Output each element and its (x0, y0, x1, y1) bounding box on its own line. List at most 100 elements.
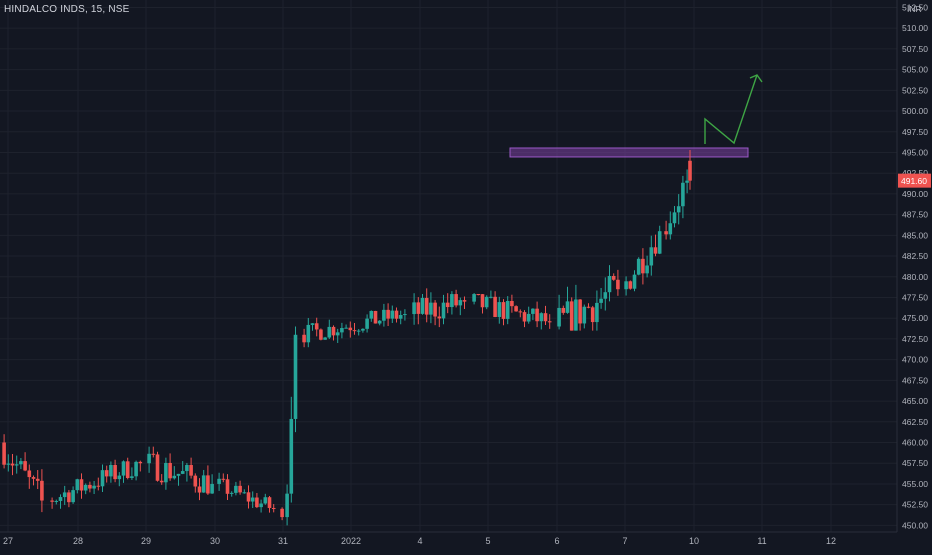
price-tick-label: 512.50 (902, 2, 928, 12)
price-tick-label: 492.50 (902, 168, 928, 178)
candle-body (221, 478, 226, 480)
candle-body (657, 231, 662, 254)
candle-body (14, 464, 19, 466)
candle-body (668, 223, 673, 235)
candle-body (356, 330, 361, 332)
candle-body (632, 274, 637, 289)
candle-body (429, 302, 433, 315)
candle-body (2, 442, 6, 465)
last-price-tag (898, 173, 931, 188)
candle-body (569, 301, 574, 331)
projection-path[interactable] (704, 74, 758, 145)
candle-body (649, 247, 654, 266)
candle-body (624, 281, 628, 290)
price-tick-label: 505.00 (902, 65, 928, 75)
candle-body (121, 461, 126, 476)
candle-body (365, 318, 369, 329)
candle-body (302, 334, 306, 343)
candle-body (79, 479, 84, 491)
price-tick-label: 462.50 (902, 417, 928, 427)
candle-body (672, 212, 677, 224)
candle-body (493, 296, 497, 317)
price-tick-label: 455.00 (902, 479, 928, 489)
candle-body (176, 473, 181, 476)
price-tick-label: 477.50 (902, 292, 928, 302)
price-tick-label: 475.00 (902, 313, 928, 323)
last-price-label: 491.60 (901, 176, 927, 186)
time-axis[interactable]: 27 28 29 30 31 2022 4 5 6 7 10 11 12 (0, 531, 897, 546)
candle-body (40, 480, 44, 501)
candle-body (441, 302, 446, 319)
candle-body (31, 477, 36, 479)
candle-body (125, 461, 130, 479)
candle-body (480, 294, 485, 308)
projection-arrow[interactable] (704, 74, 763, 145)
candle-body (155, 454, 160, 481)
price-tick-label: 500.00 (902, 106, 928, 116)
price-tick-label: 452.50 (902, 500, 928, 510)
candle-body (433, 302, 437, 317)
candle-body (586, 306, 591, 308)
candle-body (547, 321, 552, 323)
candle-body (242, 492, 247, 494)
candle-body (130, 476, 134, 479)
price-tick-label: 490.00 (902, 189, 928, 199)
candle-body (263, 497, 268, 504)
candle-body (582, 306, 587, 324)
candle-body (19, 461, 23, 465)
price-axis[interactable]: 512.50 510.00 507.50 505.00 502.50 500.00 497.… (896, 0, 932, 550)
candle-body (445, 302, 450, 308)
candle-body (109, 464, 113, 477)
candle-body (210, 483, 214, 494)
candle-body (75, 479, 80, 491)
candle-body (96, 485, 101, 487)
candle-body (653, 247, 658, 254)
candle-body (505, 300, 510, 319)
candle-body (599, 298, 603, 303)
candle-body (664, 231, 668, 235)
candle-body (117, 475, 122, 480)
price-tick-label: 482.50 (902, 251, 928, 261)
candle-body (377, 320, 382, 324)
price-tick-label: 485.00 (902, 230, 928, 240)
grid (0, 0, 897, 532)
candle-body (229, 492, 234, 494)
resistance-zone[interactable] (509, 147, 749, 158)
candle-body (472, 294, 476, 302)
price-tick-label: 457.50 (902, 458, 928, 468)
price-axis-bg (897, 0, 932, 550)
candle-body (319, 329, 323, 340)
candle-body (352, 330, 357, 332)
candle-body (518, 311, 523, 313)
price-tick-label: 460.00 (902, 438, 928, 448)
resistance-zone-layer[interactable] (509, 147, 749, 158)
time-tick-label: 31 (278, 536, 288, 546)
candle-body (250, 497, 255, 502)
candle-body (327, 326, 332, 338)
price-tick-label: 502.50 (902, 85, 928, 95)
candle-body (58, 497, 63, 501)
candle-body (561, 307, 566, 313)
candle-body (348, 327, 353, 331)
candle-body (645, 265, 649, 274)
candle-body (259, 503, 263, 508)
candle-body (403, 314, 407, 316)
candle-body (285, 493, 289, 518)
candle-body (189, 465, 193, 476)
candle-body (595, 302, 599, 323)
candle-body (6, 463, 11, 465)
candle-body (476, 294, 481, 296)
candle-body (10, 463, 15, 466)
candle-body (172, 475, 177, 479)
candle-body (310, 323, 315, 325)
candle-body (217, 478, 221, 484)
candle-body (185, 465, 189, 472)
currency-label: INR (907, 4, 922, 14)
time-tick-label: 30 (210, 536, 220, 546)
time-tick-label: 12 (826, 536, 836, 546)
candle-body (193, 475, 198, 487)
candle-body (100, 470, 105, 487)
candle-body (574, 299, 578, 331)
